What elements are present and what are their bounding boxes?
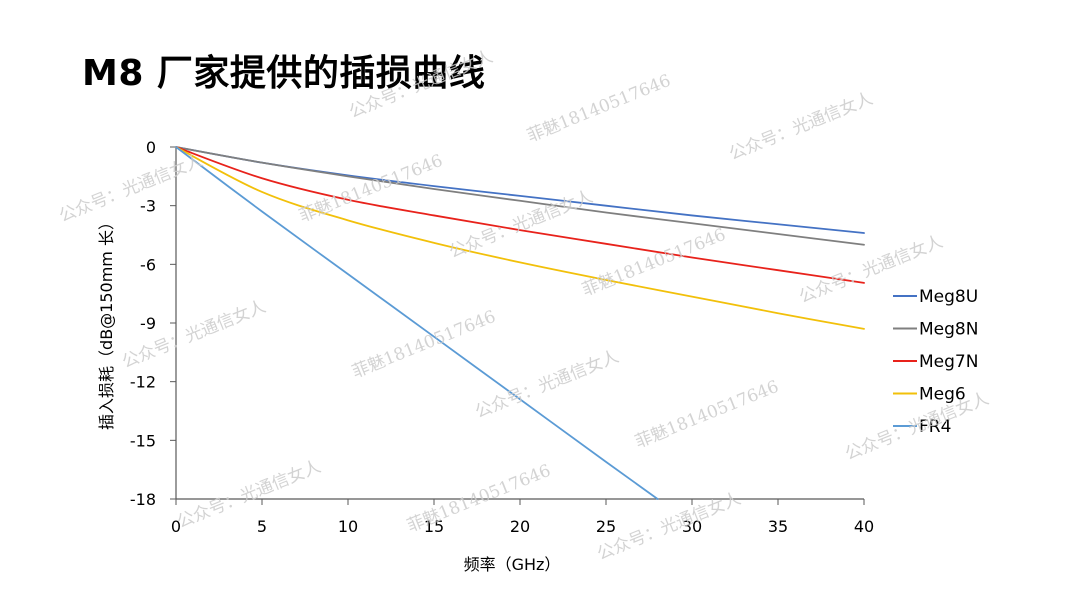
x-tick-label: 35 <box>768 517 788 536</box>
y-tick-label: -12 <box>130 373 156 392</box>
y-tick-label: -18 <box>130 490 156 509</box>
x-tick-label: 25 <box>596 517 616 536</box>
watermark-text: 公众号：光通信女人 <box>842 389 991 465</box>
x-tick-label: 10 <box>338 517 358 536</box>
watermark-layer: 公众号：光通信女人 菲魅18140517646 公众号：光通信女人 公众号：光通… <box>56 47 991 565</box>
legend-label: Meg8U <box>919 287 978 307</box>
y-tick-label: 0 <box>146 138 156 157</box>
watermark-text: 菲魅18140517646 <box>632 377 781 453</box>
y-tick-label: -9 <box>140 314 156 333</box>
legend-label: Meg6 <box>919 385 966 405</box>
x-tick-label: 0 <box>171 517 181 536</box>
legend-label: Meg7N <box>919 352 978 372</box>
watermark-text: 公众号：光通信女人 <box>174 457 323 533</box>
watermark-text: 公众号：光通信女人 <box>346 47 495 123</box>
watermark-text: 公众号：光通信女人 <box>472 347 621 423</box>
chart-axes: 0 -3 -6 -9 -12 -15 -18 0 5 10 15 20 25 30 35 40 <box>130 138 874 536</box>
y-tick-label: -6 <box>140 255 156 274</box>
x-tick-label: 20 <box>510 517 530 536</box>
watermark-text: 公众号：光通信女人 <box>119 297 268 373</box>
chart-series <box>175 146 865 500</box>
x-axis-title: 频率（GHz） <box>464 555 561 574</box>
legend-label: Meg8N <box>919 320 978 340</box>
watermark-text: 菲魅18140517646 <box>349 307 498 383</box>
y-axis-title: 插入损耗（dB@150mm 长） <box>97 214 116 430</box>
watermark-text: 公众号：光通信女人 <box>726 89 875 165</box>
series-line-fr4 <box>175 146 659 500</box>
series-line-meg8n <box>175 146 865 246</box>
x-tick-label: 15 <box>424 517 444 536</box>
watermark-text: 菲魅18140517646 <box>296 151 445 227</box>
watermark-text: 公众号：光通信女人 <box>594 489 743 565</box>
chart-legend: Meg8U Meg8N Meg7N Meg6 FR4 <box>893 287 978 437</box>
legend-label: FR4 <box>919 417 951 437</box>
watermark-text: 菲魅18140517646 <box>524 71 673 147</box>
x-tick-label: 5 <box>257 517 267 536</box>
watermark-text: 公众号：光通信女人 <box>56 151 205 227</box>
y-tick-label: -3 <box>140 197 156 216</box>
series-line-meg6 <box>175 146 865 330</box>
slide-title: M8 厂家提供的插损曲线 <box>82 53 486 94</box>
y-tick-label: -15 <box>130 431 156 450</box>
x-tick-label: 40 <box>854 517 874 536</box>
watermark-text: 公众号：光通信女人 <box>446 187 595 263</box>
x-tick-label: 30 <box>682 517 702 536</box>
series-line-meg7n <box>175 146 865 284</box>
